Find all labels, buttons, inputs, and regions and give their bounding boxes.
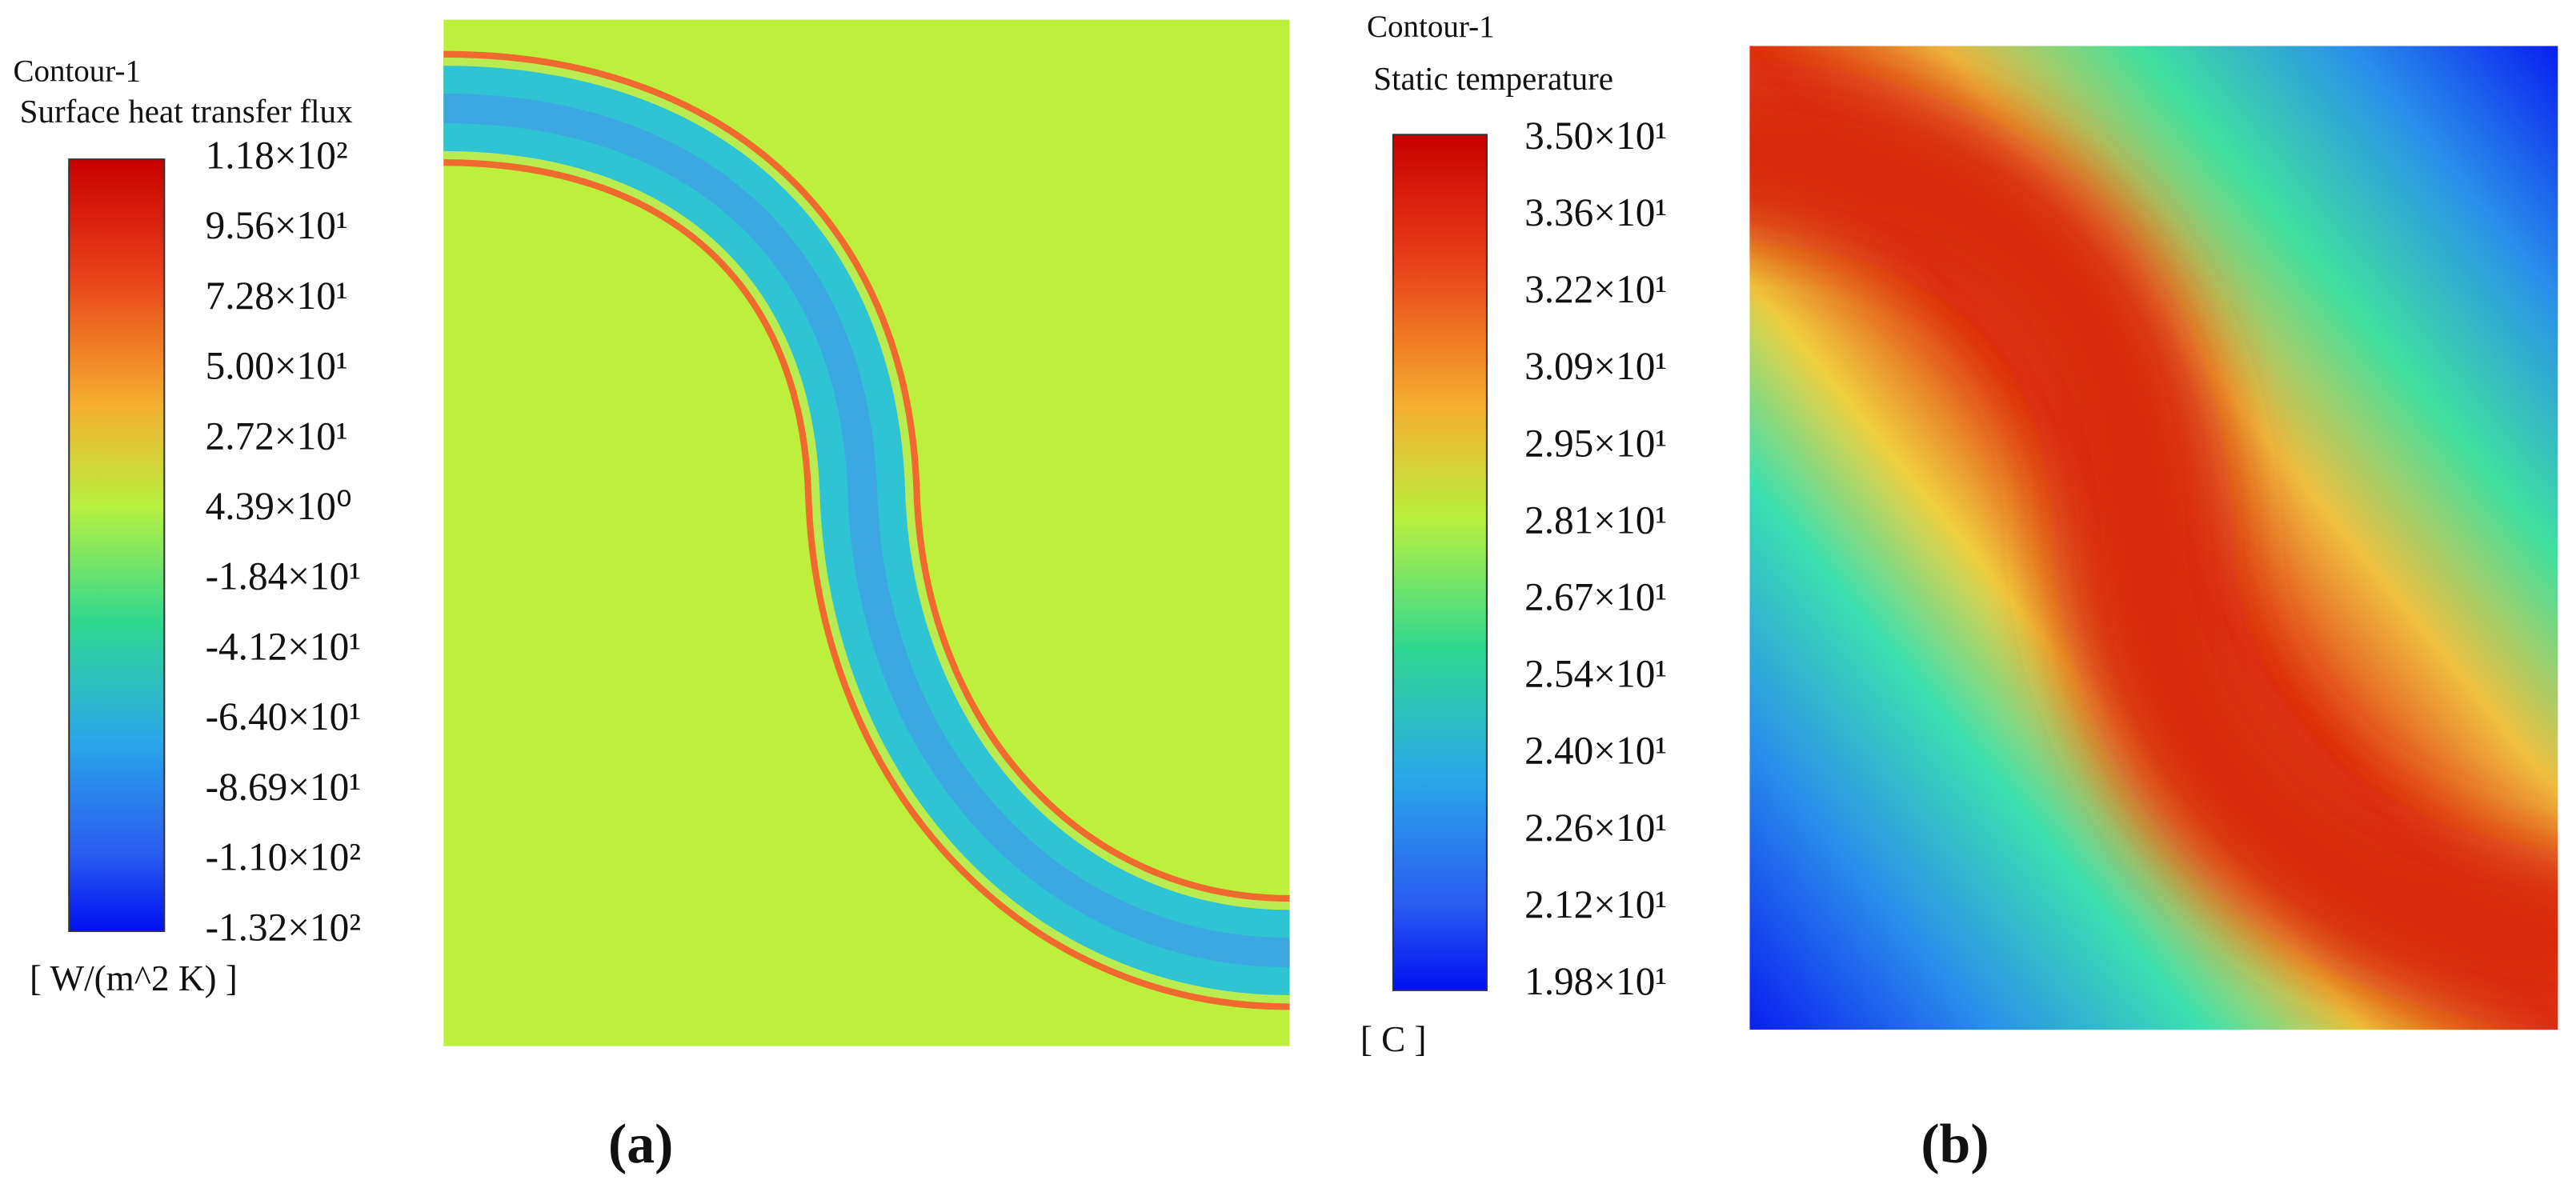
colorbar-label: 3.50×10¹ (1524, 114, 1667, 158)
colorbar-label: 2.95×10¹ (1524, 421, 1667, 465)
variable-name: Static temperature (1373, 60, 1613, 97)
contour-name: Contour-1 (13, 54, 141, 88)
colorbar-label: 2.54×10¹ (1524, 652, 1667, 696)
colorbar-label: 2.12×10¹ (1524, 882, 1667, 926)
colorbar (1392, 134, 1488, 991)
contour-plot (1749, 46, 2558, 1030)
colorbar-label: -1.84×10¹ (206, 554, 361, 598)
colorbar-label: 7.28×10¹ (206, 274, 348, 318)
colorbar-label: 2.72×10¹ (206, 414, 348, 458)
channel (443, 50, 1291, 1010)
colorbar-label: -1.10×10² (206, 835, 361, 879)
colorbar-label: 2.40×10¹ (1524, 729, 1667, 773)
colorbar-label: 5.00×10¹ (206, 344, 348, 388)
colorbar-label: -1.32×10² (206, 905, 361, 949)
contour-name: Contour-1 (1367, 10, 1495, 44)
colorbar-label: -6.40×10¹ (206, 694, 361, 738)
colorbar-label: 1.18×10² (206, 133, 348, 177)
colorbar-label: 2.81×10¹ (1524, 498, 1667, 542)
colorbar-label: 1.98×10¹ (1524, 959, 1667, 1003)
panel-caption: (b) (1921, 1114, 1989, 1175)
colorbar-label: 3.36×10¹ (1524, 190, 1667, 234)
colorbar-label: 2.67×10¹ (1524, 574, 1667, 618)
colorbar-label: 3.09×10¹ (1524, 344, 1667, 388)
colorbar-label: -4.12×10¹ (206, 624, 361, 668)
unit-label: [ W/(m^2 K) ] (30, 958, 238, 998)
colorbar-label: 3.22×10¹ (1524, 267, 1667, 311)
unit-label: [ C ] (1360, 1019, 1427, 1059)
colorbar (68, 158, 166, 933)
panel-caption: (a) (608, 1114, 673, 1175)
colorbar-label: 9.56×10¹ (206, 203, 348, 247)
colorbar-label: 4.39×10⁰ (206, 484, 352, 528)
colorbar-label: 2.26×10¹ (1524, 806, 1667, 850)
colorbar-label: -8.69×10¹ (206, 765, 361, 809)
variable-name: Surface heat transfer flux (20, 93, 353, 130)
